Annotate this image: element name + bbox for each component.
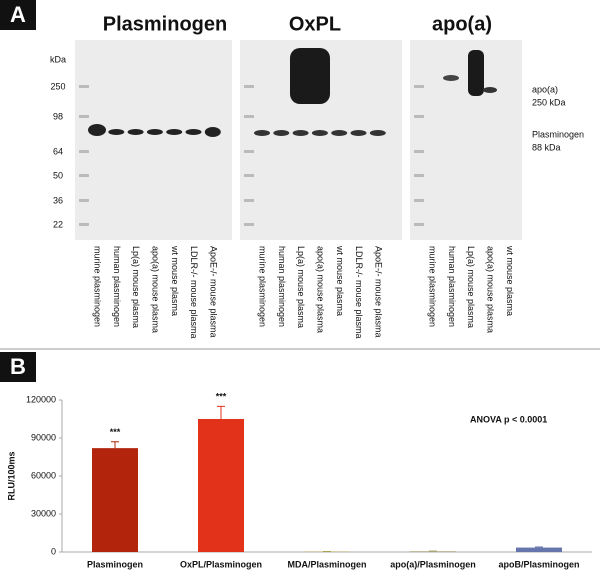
blot-title: OxPL <box>289 13 341 35</box>
smear <box>290 48 330 104</box>
side-label: apo(a) <box>532 84 558 94</box>
ladder-band <box>79 223 89 226</box>
ladder-band <box>414 115 424 118</box>
x-tick-label: Plasminogen <box>87 559 143 569</box>
y-axis-label: RLU/100ms <box>6 451 16 500</box>
x-tick-label: apoB/Plasminogen <box>498 559 579 569</box>
band <box>369 130 386 136</box>
side-label: Plasminogen <box>532 129 584 139</box>
marker-label: 22 <box>53 219 63 229</box>
lane-label: wt mouse plasma <box>505 245 515 316</box>
panel-label-box <box>0 0 36 30</box>
x-tick-label: OxPL/Plasminogen <box>180 559 262 569</box>
band <box>292 130 309 136</box>
band <box>311 130 328 136</box>
lane-label: wt mouse plasma <box>335 245 345 316</box>
bar <box>516 547 562 552</box>
ladder-band <box>414 85 424 88</box>
side-label: 88 kDa <box>532 142 561 152</box>
error-bar <box>217 405 225 419</box>
error-bar <box>535 546 543 548</box>
band <box>127 129 144 135</box>
lane-label: human plasminogen <box>447 246 457 327</box>
ladder-band <box>79 199 89 202</box>
significance: *** <box>110 427 121 437</box>
bar <box>92 448 138 552</box>
ladder-band <box>244 199 254 202</box>
lane-label: wt mouse plasma <box>170 245 180 316</box>
lane-label: murine plasminogen <box>93 246 103 327</box>
lane-label: LDLR-/- mouse plasma <box>354 246 364 339</box>
ladder-band <box>244 223 254 226</box>
error-bar <box>111 441 119 449</box>
marker-label: 64 <box>53 146 63 156</box>
lane-label: ApoE-/- mouse plasma <box>373 246 383 338</box>
band <box>254 130 270 136</box>
lane-label: Lp(a) mouse plasma <box>466 246 476 328</box>
smear <box>468 50 484 96</box>
lane-label: ApoE-/- mouse plasma <box>208 246 218 338</box>
lane-label: Lp(a) mouse plasma <box>296 246 306 328</box>
bar <box>410 551 456 552</box>
ladder-band <box>244 174 254 177</box>
marker-label: kDa <box>50 54 66 64</box>
y-tick-label: 30000 <box>31 508 56 518</box>
band <box>185 129 202 135</box>
ladder-band <box>414 199 424 202</box>
ladder-band <box>79 85 89 88</box>
annotation: ANOVA p < 0.0001 <box>470 414 547 424</box>
lane-label: LDLR-/- mouse plasma <box>189 246 199 339</box>
panel-label-box <box>0 352 36 382</box>
band <box>273 130 290 136</box>
blot-title: Plasminogen <box>103 13 227 35</box>
lane-label: human plasminogen <box>277 246 287 327</box>
band <box>331 130 348 136</box>
ladder-band <box>244 115 254 118</box>
blot <box>75 40 232 240</box>
marker-label: 50 <box>53 170 63 180</box>
lane-label: apo(a) mouse plasma <box>316 246 326 333</box>
band <box>443 75 459 81</box>
band <box>146 129 163 135</box>
ladder-band <box>414 174 424 177</box>
y-tick-label: 90000 <box>31 432 56 442</box>
lane-label: human plasminogen <box>112 246 122 327</box>
blot <box>410 40 522 240</box>
lane-label: apo(a) mouse plasma <box>486 246 496 333</box>
x-tick-label: apo(a)/Plasminogen <box>390 559 476 569</box>
y-tick-label: 60000 <box>31 470 56 480</box>
y-tick-label: 0 <box>51 546 56 556</box>
band <box>88 124 106 136</box>
panel-label: A <box>10 2 26 27</box>
band <box>166 129 183 135</box>
ladder-band <box>79 174 89 177</box>
marker-label: 36 <box>53 195 63 205</box>
band <box>204 127 221 137</box>
lane-label: murine plasminogen <box>428 246 438 327</box>
band <box>350 130 367 136</box>
significance: *** <box>216 392 227 402</box>
ladder-band <box>79 150 89 153</box>
ladder-band <box>79 115 89 118</box>
lane-label: apo(a) mouse plasma <box>151 246 161 333</box>
lane-label: Lp(a) mouse plasma <box>131 246 141 328</box>
ladder-band <box>414 150 424 153</box>
ladder-band <box>244 150 254 153</box>
marker-label: 98 <box>53 111 63 121</box>
y-tick-label: 120000 <box>26 394 56 404</box>
ladder-band <box>244 85 254 88</box>
band <box>108 129 125 135</box>
blot-title: apo(a) <box>432 13 492 35</box>
marker-label: 250 <box>50 81 65 91</box>
x-tick-label: MDA/Plasminogen <box>287 559 366 569</box>
panel-label: B <box>10 354 26 379</box>
lane-label: murine plasminogen <box>258 246 268 327</box>
band <box>483 87 497 93</box>
ladder-band <box>414 223 424 226</box>
side-label: 250 kDa <box>532 97 566 107</box>
bar <box>198 419 244 552</box>
